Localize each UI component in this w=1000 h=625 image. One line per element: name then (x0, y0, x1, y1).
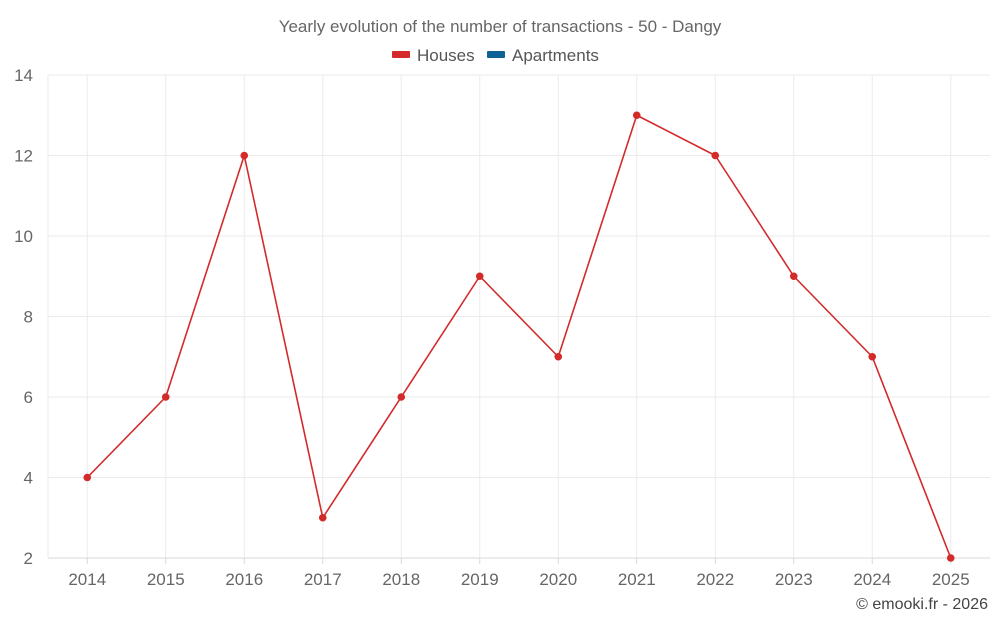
data-point-houses-2016[interactable] (240, 151, 249, 160)
credit-text: © emooki.fr - 2026 (856, 596, 988, 613)
y-tick-label: 8 (24, 308, 33, 327)
legend: Houses Apartments (392, 46, 599, 65)
x-tick-label: 2020 (539, 570, 577, 589)
y-tick-label: 4 (24, 469, 33, 488)
data-point-houses-2024[interactable] (868, 352, 877, 361)
x-tick-label: 2014 (68, 570, 106, 589)
y-axis-ticks: 2 4 6 8 10 12 14 (14, 66, 33, 568)
x-tick-label: 2017 (304, 570, 342, 589)
legend-label-apartments: Apartments (512, 46, 599, 65)
data-point-houses-2019[interactable] (475, 272, 484, 281)
y-tick-label: 6 (24, 388, 33, 407)
data-point-houses-2025[interactable] (946, 554, 955, 562)
data-point-houses-2017[interactable] (318, 513, 327, 522)
x-axis-ticks: 2014 2015 2016 2017 2018 2019 2020 2021 2022 2023… (68, 570, 969, 589)
x-tick-label: 2015 (147, 570, 185, 589)
data-point-houses-2020[interactable] (554, 352, 563, 361)
x-tick-label: 2024 (853, 570, 891, 589)
legend-label-houses: Houses (417, 46, 475, 65)
y-tick-label: 2 (24, 549, 33, 568)
y-tick-label: 10 (14, 227, 33, 246)
data-point-houses-2022[interactable] (711, 151, 720, 160)
legend-swatch-houses (392, 51, 410, 58)
x-tick-label: 2023 (775, 570, 813, 589)
data-point-houses-2021[interactable] (632, 111, 641, 120)
series-layer (83, 111, 955, 562)
y-tick-label: 12 (14, 147, 33, 166)
series-line-houses (86, 114, 952, 559)
data-point-houses-2014[interactable] (83, 473, 92, 482)
legend-swatch-apartments (487, 51, 505, 58)
data-point-houses-2018[interactable] (397, 393, 406, 401)
chart-title: Yearly evolution of the number of transa… (279, 17, 722, 36)
x-tick-label: 2019 (461, 570, 499, 589)
x-tick-label: 2025 (932, 570, 970, 589)
data-point-houses-2015[interactable] (161, 393, 170, 401)
data-point-houses-2023[interactable] (789, 272, 798, 281)
grid (48, 74, 990, 558)
legend-item-houses[interactable]: Houses (392, 46, 475, 65)
axes (47, 75, 990, 564)
x-tick-label: 2021 (618, 570, 656, 589)
y-tick-label: 14 (14, 66, 33, 85)
legend-item-apartments[interactable]: Apartments (487, 46, 599, 65)
x-tick-label: 2022 (696, 570, 734, 589)
x-tick-label: 2018 (382, 570, 420, 589)
x-tick-label: 2016 (225, 570, 263, 589)
